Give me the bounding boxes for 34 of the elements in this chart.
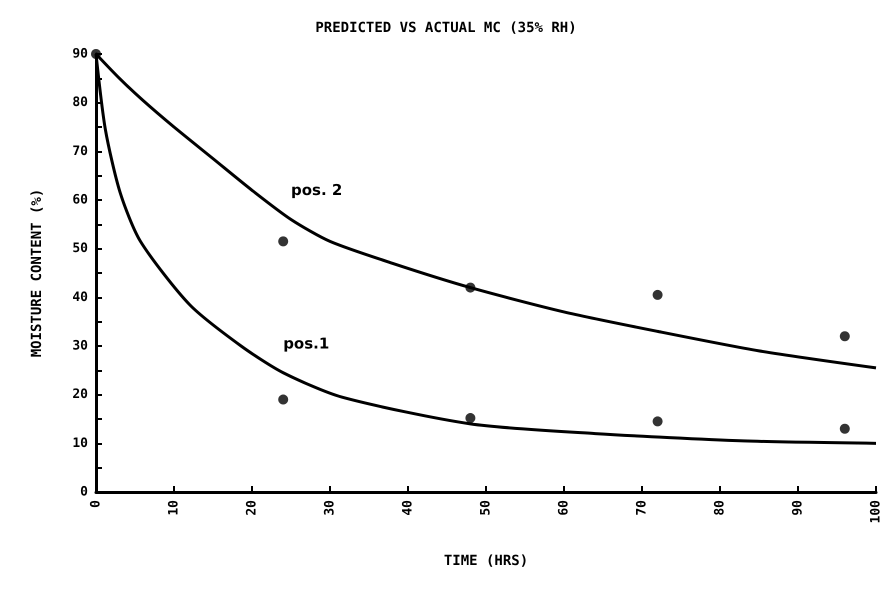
point	[840, 424, 850, 434]
point	[278, 236, 288, 246]
y-tick-label: 40	[72, 290, 88, 305]
x-tick-label: 100	[868, 500, 884, 524]
y-tick-label: 10	[72, 436, 88, 451]
point	[652, 290, 663, 300]
x-tick-label: 30	[322, 500, 338, 516]
point	[278, 394, 288, 405]
y-tick-label: 60	[72, 192, 88, 208]
y-axis-title: MOISTURE CONTENT (%)	[29, 188, 45, 358]
y-tick-label: 0	[80, 484, 88, 500]
point	[465, 413, 476, 424]
x-tick-label: 0	[88, 500, 104, 508]
x-tick-label: 40	[400, 500, 416, 516]
chart-title: PREDICTED VS ACTUAL MC (35% RH)	[315, 20, 577, 36]
series-label: pos. 2	[291, 180, 342, 199]
y-tick-label: 30	[72, 338, 88, 354]
series-label: pos.1	[283, 334, 330, 352]
x-tick-label: 90	[790, 500, 806, 516]
x-tick-label: 60	[556, 500, 572, 516]
x-tick-label: 20	[244, 500, 260, 516]
y-tick-label: 20	[72, 387, 88, 402]
x-tick-label: 70	[634, 500, 650, 516]
point	[465, 282, 476, 293]
x-axis-title: TIME (HRS)	[444, 553, 528, 569]
x-tick-label: 10	[166, 500, 182, 516]
y-tick-label: 50	[72, 241, 88, 256]
x-tick-label: 50	[478, 500, 494, 516]
point	[652, 416, 663, 426]
point	[840, 331, 850, 342]
x-tick-label: 80	[712, 500, 728, 516]
y-tick-label: 80	[72, 95, 88, 110]
y-tick-label: 90	[72, 46, 88, 62]
y-tick-label: 70	[72, 144, 88, 159]
